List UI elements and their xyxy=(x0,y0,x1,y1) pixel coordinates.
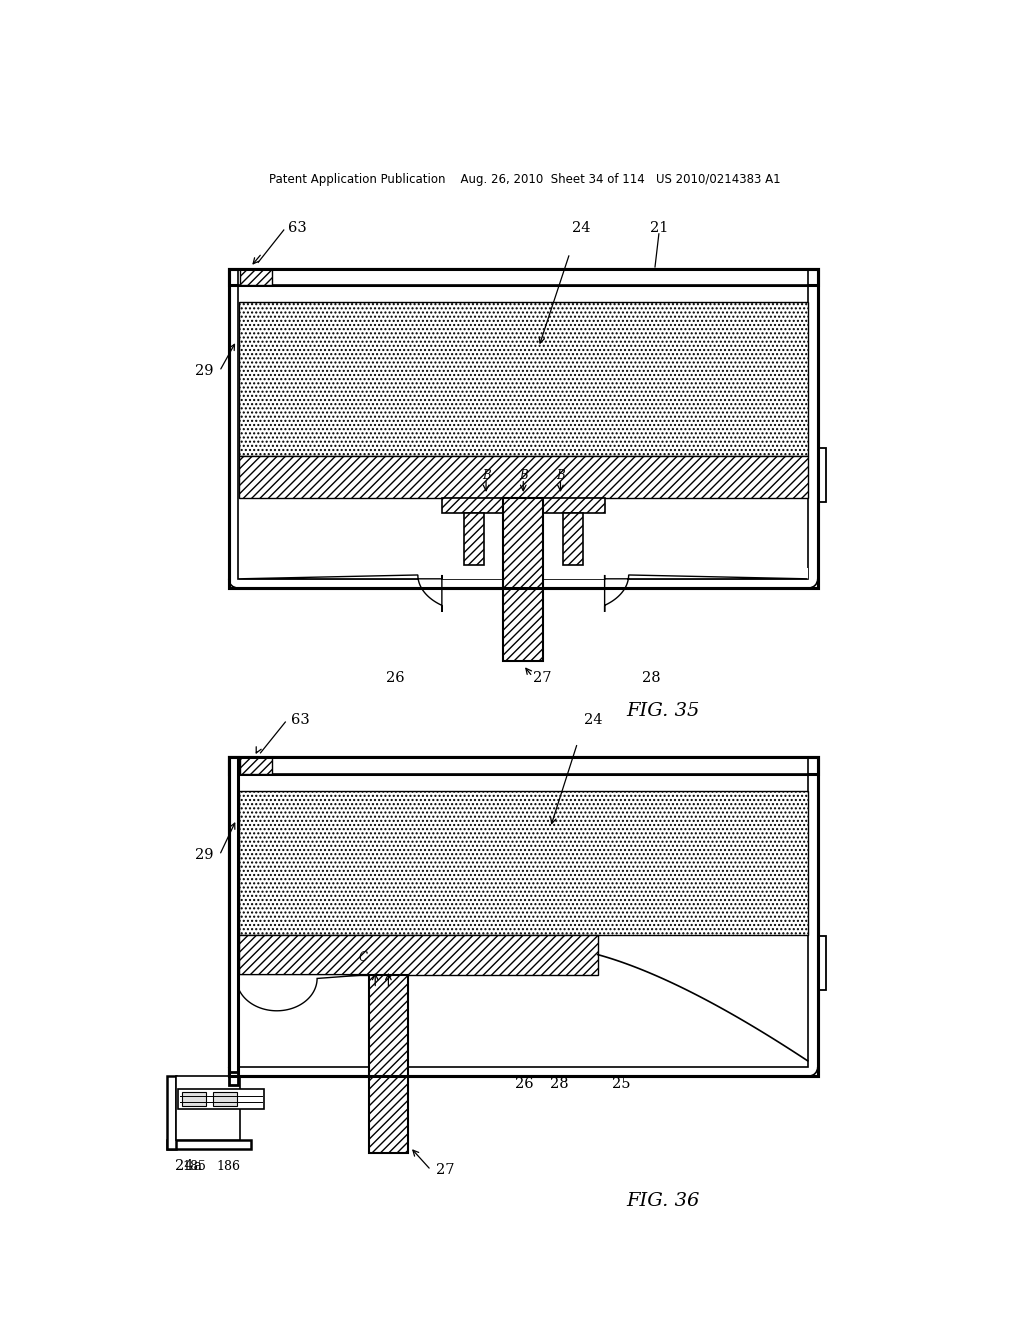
Bar xyxy=(503,498,544,661)
Text: 21: 21 xyxy=(649,222,668,235)
Bar xyxy=(464,513,483,565)
Text: B: B xyxy=(519,469,527,482)
Bar xyxy=(228,756,818,1076)
Text: 24: 24 xyxy=(584,713,602,727)
Bar xyxy=(228,756,818,774)
Text: B: B xyxy=(556,469,565,482)
Text: FIG. 36: FIG. 36 xyxy=(626,1192,699,1210)
Text: 27: 27 xyxy=(534,671,552,685)
Text: 27: 27 xyxy=(436,1163,455,1177)
Text: B: B xyxy=(481,469,490,482)
Bar xyxy=(240,756,272,774)
Text: 185: 185 xyxy=(182,1160,206,1173)
Bar xyxy=(442,498,604,513)
Text: 28: 28 xyxy=(642,671,660,685)
Bar xyxy=(238,756,809,774)
Text: Patent Application Publication    Aug. 26, 2010  Sheet 34 of 114   US 2010/02143: Patent Application Publication Aug. 26, … xyxy=(269,173,780,186)
Bar xyxy=(228,268,818,589)
Bar xyxy=(818,447,826,502)
Text: C: C xyxy=(358,952,368,964)
Bar xyxy=(228,1072,238,1085)
Bar xyxy=(228,268,818,285)
Bar xyxy=(239,568,808,579)
Bar xyxy=(239,791,808,935)
Polygon shape xyxy=(239,974,369,1011)
Bar xyxy=(182,1093,206,1106)
Bar xyxy=(213,1093,237,1106)
Bar xyxy=(228,756,818,1076)
Text: FIG. 35: FIG. 35 xyxy=(626,702,699,721)
Bar xyxy=(238,268,809,579)
Bar xyxy=(178,1089,263,1109)
Polygon shape xyxy=(604,576,808,612)
Text: 26: 26 xyxy=(515,1077,534,1090)
Bar xyxy=(239,455,808,498)
Bar xyxy=(167,1076,176,1150)
Bar xyxy=(228,756,238,1076)
Bar xyxy=(369,974,408,1154)
Text: 186: 186 xyxy=(217,1160,241,1173)
Text: 26: 26 xyxy=(386,671,404,685)
Text: 29: 29 xyxy=(195,849,213,862)
Text: 25: 25 xyxy=(611,1077,630,1090)
Bar xyxy=(228,268,818,589)
Bar xyxy=(238,756,809,1067)
Bar xyxy=(240,268,272,285)
Polygon shape xyxy=(239,576,442,612)
Text: 63: 63 xyxy=(292,713,310,727)
Bar xyxy=(563,513,583,565)
Bar xyxy=(238,268,809,285)
Bar xyxy=(176,1076,241,1140)
Text: 24: 24 xyxy=(572,222,591,235)
Bar xyxy=(818,936,826,990)
Bar xyxy=(167,1140,251,1150)
Bar xyxy=(239,935,598,974)
Bar xyxy=(239,302,808,455)
Text: 24a: 24a xyxy=(175,1159,203,1173)
Text: 63: 63 xyxy=(288,222,306,235)
Text: 28: 28 xyxy=(550,1077,568,1090)
Text: 29: 29 xyxy=(195,364,213,379)
